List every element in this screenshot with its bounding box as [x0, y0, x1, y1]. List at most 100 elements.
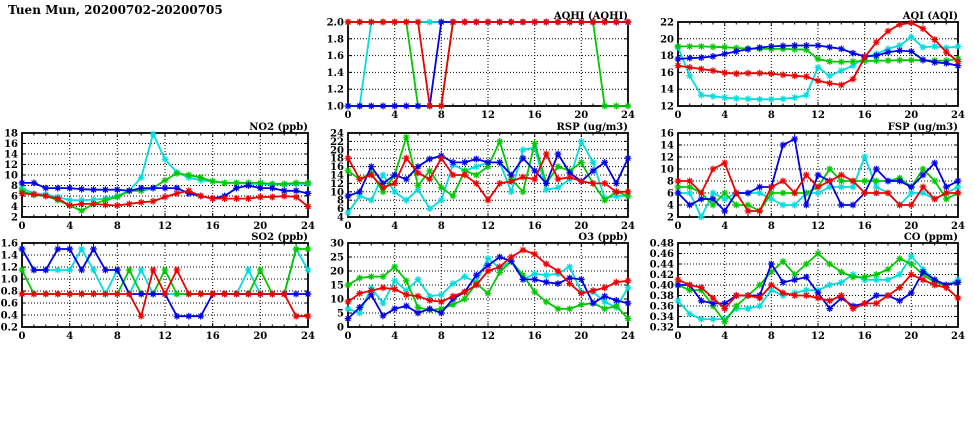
svg-text:20: 20 — [660, 34, 674, 45]
chart-co: 0.32 0.34 0.36 0.38 0.40 0.42 0.44 0.46 0.48 0 4 8 1… — [648, 229, 968, 357]
svg-text:8: 8 — [438, 110, 445, 121]
svg-text:10: 10 — [330, 295, 344, 306]
svg-text:20: 20 — [253, 221, 267, 232]
svg-text:20: 20 — [904, 110, 918, 121]
chart-svg-co: 0.320.340.360.380.400.420.440.460.48 0 4 8 1… — [650, 232, 965, 342]
svg-text:16: 16 — [330, 162, 344, 173]
svg-text:20: 20 — [330, 145, 344, 156]
svg-text:20: 20 — [574, 331, 588, 342]
svg-text:2: 2 — [11, 213, 18, 224]
svg-text:25: 25 — [330, 253, 344, 264]
svg-text:0.46: 0.46 — [650, 249, 674, 260]
svg-text:18: 18 — [4, 129, 18, 140]
chart-svg-aqi: 12 14 16 18 20 22 0 4 8 12 16 20 24 AQI (AQI) — [660, 11, 965, 121]
chart-so2: 0.2 0.4 0.6 0.8 1.0 1.2 1.4 1.6 0 4 8 12 16 20 24 SO2 (… — [0, 229, 318, 357]
svg-text:0.44: 0.44 — [650, 260, 674, 271]
svg-text:24: 24 — [621, 110, 635, 121]
svg-text:24: 24 — [330, 129, 344, 140]
svg-text:12: 12 — [481, 221, 495, 232]
svg-text:O3 (ppb): O3 (ppb) — [578, 232, 628, 243]
svg-text:10: 10 — [4, 171, 18, 182]
svg-text:1.2: 1.2 — [327, 85, 344, 96]
svg-text:12: 12 — [4, 160, 18, 171]
svg-text:18: 18 — [330, 154, 344, 165]
svg-text:16: 16 — [206, 221, 220, 232]
svg-text:16: 16 — [660, 129, 674, 140]
svg-text:0.38: 0.38 — [650, 291, 674, 302]
svg-text:1.4: 1.4 — [1, 251, 18, 262]
svg-text:0.40: 0.40 — [650, 281, 674, 292]
svg-text:1.0: 1.0 — [1, 275, 18, 286]
svg-text:8: 8 — [438, 221, 445, 232]
svg-text:AQHI (AQHI): AQHI (AQHI) — [553, 11, 628, 22]
svg-text:6: 6 — [337, 204, 344, 215]
svg-text:16: 16 — [858, 221, 872, 232]
svg-text:24: 24 — [621, 221, 635, 232]
svg-text:16: 16 — [660, 68, 674, 79]
svg-text:12: 12 — [481, 110, 495, 121]
svg-text:0: 0 — [675, 331, 682, 342]
svg-text:24: 24 — [301, 331, 315, 342]
svg-text:8: 8 — [337, 196, 344, 207]
svg-text:14: 14 — [4, 150, 18, 161]
svg-text:10: 10 — [660, 165, 674, 176]
svg-text:2.0: 2.0 — [327, 18, 344, 29]
svg-text:16: 16 — [528, 110, 542, 121]
svg-text:4: 4 — [667, 201, 674, 212]
svg-text:16: 16 — [528, 331, 542, 342]
svg-text:8: 8 — [667, 177, 674, 188]
svg-text:12: 12 — [158, 331, 172, 342]
svg-text:12: 12 — [330, 179, 344, 190]
svg-text:0: 0 — [345, 110, 352, 121]
svg-text:1.6: 1.6 — [1, 239, 18, 250]
svg-text:8: 8 — [11, 181, 18, 192]
svg-text:NO2 (ppb): NO2 (ppb) — [249, 122, 308, 133]
svg-text:CO (ppm): CO (ppm) — [904, 232, 958, 243]
svg-text:20: 20 — [904, 221, 918, 232]
chart-fsp: 2 4 6 8 10 12 14 16 0 4 8 12 16 20 24 FSP (ug/m3) — [648, 119, 968, 247]
svg-text:12: 12 — [660, 102, 674, 113]
svg-text:AQI (AQI): AQI (AQI) — [902, 11, 958, 22]
svg-text:12: 12 — [481, 331, 495, 342]
svg-text:0.34: 0.34 — [650, 312, 674, 323]
svg-text:0: 0 — [19, 331, 26, 342]
chart-aqi: 12 14 16 18 20 22 0 4 8 12 16 20 24 AQI (AQI) — [648, 8, 968, 136]
svg-text:20: 20 — [330, 267, 344, 278]
svg-text:8: 8 — [438, 331, 445, 342]
svg-text:SO2 (ppb): SO2 (ppb) — [251, 232, 308, 243]
svg-text:30: 30 — [330, 239, 344, 250]
svg-text:4: 4 — [66, 221, 73, 232]
svg-text:8: 8 — [768, 110, 775, 121]
chart-no2: 2 4 6 8 10 12 14 16 18 0 4 8 12 16 20 24 NO2 (ppb) — [0, 119, 318, 247]
svg-text:1.6: 1.6 — [327, 51, 344, 62]
svg-text:24: 24 — [951, 221, 965, 232]
svg-text:0.2: 0.2 — [1, 323, 18, 334]
svg-text:4: 4 — [721, 221, 728, 232]
chart-svg-aqhi: 1.0 1.2 1.4 1.6 1.8 2.0 0 4 8 12 16 20 24 AQHI (AQHI) — [327, 11, 635, 121]
svg-text:0: 0 — [675, 110, 682, 121]
svg-text:4: 4 — [66, 331, 73, 342]
svg-text:4: 4 — [391, 221, 398, 232]
svg-text:RSP (ug/m3): RSP (ug/m3) — [557, 122, 628, 133]
svg-text:20: 20 — [904, 331, 918, 342]
svg-text:14: 14 — [660, 85, 674, 96]
svg-text:12: 12 — [811, 221, 825, 232]
svg-text:24: 24 — [951, 331, 965, 342]
chart-aqhi: 1.0 1.2 1.4 1.6 1.8 2.0 0 4 8 12 16 20 24 AQHI (AQHI) — [318, 8, 638, 136]
svg-text:1.0: 1.0 — [327, 102, 344, 113]
svg-text:8: 8 — [768, 221, 775, 232]
svg-text:0.32: 0.32 — [650, 323, 674, 334]
svg-text:0: 0 — [337, 323, 344, 334]
svg-text:4: 4 — [391, 110, 398, 121]
svg-text:12: 12 — [158, 221, 172, 232]
svg-text:1.2: 1.2 — [1, 263, 18, 274]
svg-text:4: 4 — [391, 331, 398, 342]
svg-text:12: 12 — [811, 331, 825, 342]
svg-text:24: 24 — [301, 221, 315, 232]
svg-text:12: 12 — [811, 110, 825, 121]
svg-text:22: 22 — [330, 137, 344, 148]
